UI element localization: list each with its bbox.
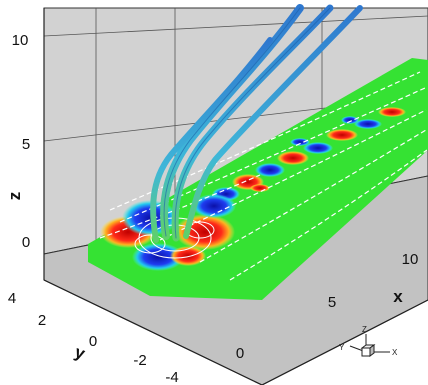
y-ticks: 4 2 0 -2 -4 — [8, 290, 179, 385]
y-tick-label: 2 — [38, 312, 46, 329]
y-tick-label: 0 — [89, 333, 97, 350]
x-tick-label: 5 — [328, 294, 336, 311]
y-tick-label: -2 — [133, 352, 146, 369]
streamlines — [99, 71, 428, 281]
x-tick-label: 0 — [236, 345, 244, 362]
vortex-tubes — [150, 4, 363, 243]
y-tick-label: -4 — [165, 369, 178, 385]
triad-z-label: Z — [362, 325, 367, 334]
y-tick-label: 4 — [8, 290, 16, 307]
z-tick-label: 10 — [12, 32, 29, 49]
x-ticks: 0 5 10 — [236, 251, 419, 362]
triad-x-label: X — [392, 348, 398, 357]
z-tick-label: 0 — [22, 234, 30, 251]
y-axis-label: y — [72, 342, 88, 363]
axis-edges — [43, 8, 428, 385]
x-axis-label: x — [393, 287, 403, 306]
z-ticks: 10 5 0 — [12, 32, 31, 251]
x-tick-label: 10 — [402, 251, 419, 268]
orientation-triad — [349, 334, 390, 357]
triad-y-label: Y — [339, 343, 345, 352]
z-tick-label: 5 — [22, 136, 30, 153]
z-axis-label: z — [5, 192, 24, 201]
